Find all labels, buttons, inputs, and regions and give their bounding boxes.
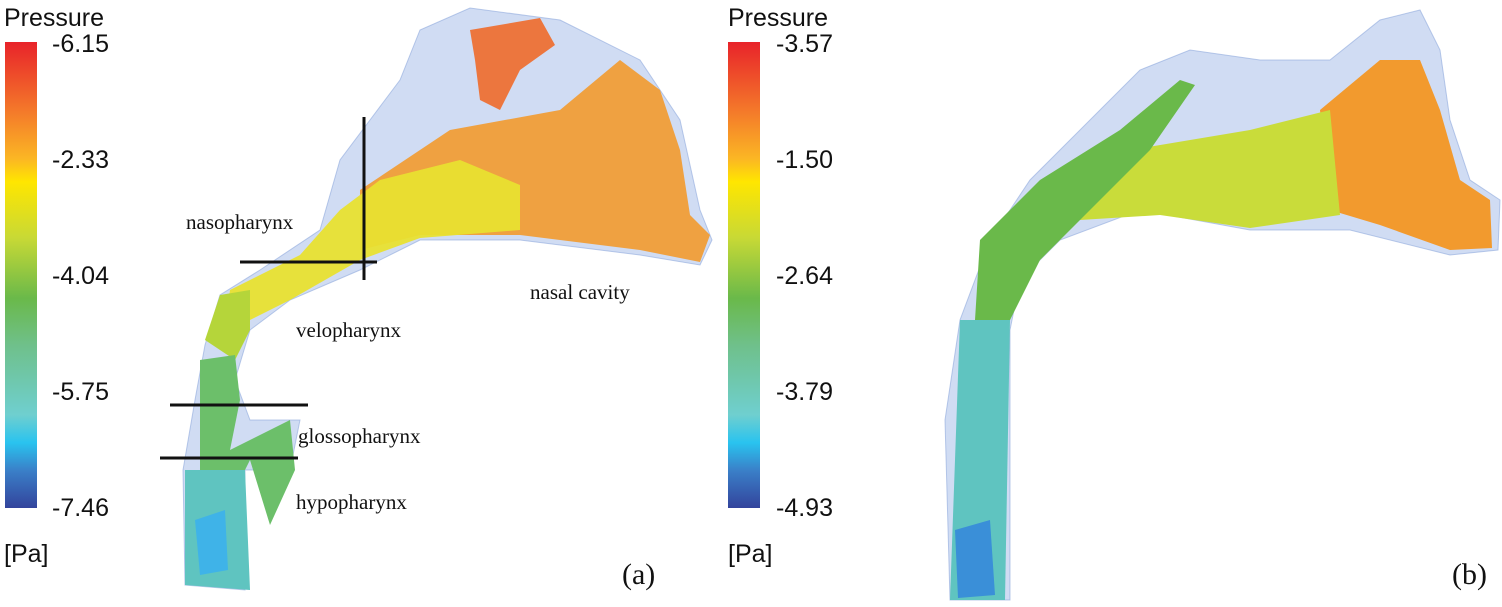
colorbar-tick-b-1: -1.50 [776, 146, 833, 174]
colorbar-unit-a: [Pa] [4, 540, 49, 568]
flow-bottom-b [955, 520, 995, 598]
colorbar-tick-a-1: -2.33 [52, 146, 109, 174]
flow-mid-b [1060, 110, 1340, 228]
colorbar-title-a: Pressure [4, 4, 105, 32]
panel-label-b: (b) [1452, 558, 1487, 591]
flow-naso-a [225, 160, 520, 330]
colorbar-unit-b: [Pa] [728, 540, 773, 568]
colorbar-tick-b-2: -2.64 [776, 262, 833, 290]
colorbar-tick-b-0: -3.57 [776, 30, 833, 58]
colorbar-tick-a-2: -4.04 [52, 262, 109, 290]
colorbar-tick-a-3: -5.75 [52, 378, 109, 406]
label-velopharynx: velopharynx [296, 318, 401, 342]
flow-velo-a [205, 290, 250, 360]
colorbar-b [728, 42, 760, 508]
label-hypopharynx: hypopharynx [296, 490, 407, 514]
label-nasal-cavity: nasal cavity [530, 280, 630, 304]
colorbar-a [5, 42, 37, 508]
colorbar-tick-b-4: -4.93 [776, 494, 833, 522]
colorbar-tick-b-3: -3.79 [776, 378, 833, 406]
colorbar-title-b: Pressure [728, 4, 829, 32]
colorbar-tick-a-4: -7.46 [52, 494, 109, 522]
flow-upper-b [975, 80, 1195, 320]
panel-label-a: (a) [622, 558, 656, 591]
label-glossopharynx: glossopharynx [298, 424, 421, 448]
colorbar-tick-a-0: -6.15 [52, 30, 109, 58]
flow-nasal-b [1320, 60, 1492, 250]
label-nasopharynx: nasopharynx [186, 210, 294, 234]
flow-glosso-a [200, 355, 295, 525]
flow-upper-a [470, 18, 555, 110]
flow-hypo-low-a [195, 510, 228, 575]
